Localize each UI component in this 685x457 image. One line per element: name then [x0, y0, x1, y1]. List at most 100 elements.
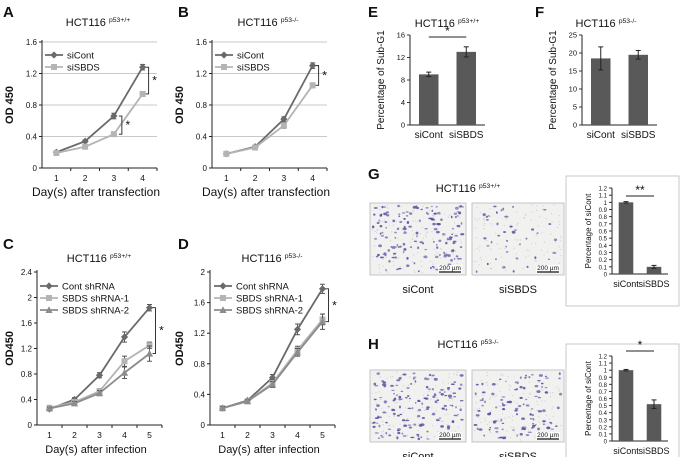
migration-g-membrane-pore — [543, 205, 545, 207]
chart-h-ytick-label: 1 — [604, 369, 608, 375]
migration-g-stained-cell — [435, 206, 438, 208]
migration-g-membrane-pore — [417, 252, 419, 254]
migration-g-membrane-pore — [400, 205, 402, 208]
migration-h-stained-cell — [408, 397, 411, 400]
migration-h-stained-cell — [502, 408, 506, 411]
chart-h-significance-label: * — [638, 338, 643, 352]
migration-h-membrane-pore — [498, 379, 500, 382]
chart-a-xtick-label: 4 — [140, 173, 145, 183]
chart-h-bar — [646, 404, 662, 441]
migration-h-membrane-pore — [389, 424, 391, 426]
migration-h-membrane-pore — [459, 405, 461, 408]
migration-g-stained-cell — [459, 246, 463, 248]
chart-c-legend-marker — [45, 282, 53, 290]
chart-e-panel-label: E — [368, 4, 378, 21]
migration-g-membrane-pore — [379, 209, 381, 211]
migration-h-membrane-pore — [536, 409, 538, 412]
chart-a-significance-label: * — [152, 74, 157, 88]
migration-g-membrane-pore — [524, 214, 526, 216]
migration-g-stained-cell — [397, 245, 401, 248]
migration-h-membrane-pore — [463, 386, 465, 388]
chart-e-title-superscript: p53+/+ — [458, 18, 479, 25]
migration-h-membrane-pore — [375, 402, 377, 405]
migration-h-membrane-pore — [512, 395, 514, 397]
migration-g-membrane-pore — [474, 217, 476, 219]
migration-g-stained-cell — [455, 255, 459, 258]
migration-g-stained-cell — [485, 219, 489, 221]
migration-h-stained-cell — [391, 408, 396, 412]
migration-h-membrane-pore — [442, 381, 444, 383]
migration-h-stained-cell — [436, 399, 440, 402]
migration-g-membrane-pore — [483, 217, 486, 219]
migration-h-membrane-pore — [489, 398, 491, 401]
migration-g-membrane-pore — [375, 232, 377, 234]
migration-h-membrane-pore — [478, 407, 481, 410]
migration-h-stained-cell — [459, 399, 464, 402]
chart-e-title: HCT116 p53+/+ — [415, 18, 479, 30]
migration-g-membrane-pore — [522, 267, 524, 270]
chart-e-category-label: siSBDS — [449, 130, 484, 141]
migration-h-stained-cell — [407, 407, 412, 410]
chart-d-legend-label: SBDS shRNA-1 — [236, 294, 303, 305]
migration-g-membrane-pore — [393, 264, 395, 266]
migration-g-membrane-pore — [547, 223, 549, 225]
migration-h-stained-cell — [449, 404, 452, 407]
migration-h-stained-cell — [501, 396, 506, 398]
migration-h-membrane-pore — [457, 371, 459, 373]
migration-g-stained-cell — [420, 208, 424, 211]
migration-h-stained-cell — [438, 417, 442, 419]
migration-g-stained-cell — [399, 220, 403, 224]
migration-h-stained-cell — [517, 404, 522, 408]
migration-h-membrane-pore — [388, 424, 390, 427]
migration-h-stained-cell — [373, 382, 377, 386]
migration-g-stained-cell — [391, 245, 396, 249]
migration-h-stained-cell — [546, 426, 551, 430]
migration-h-membrane-pore — [507, 376, 509, 378]
migration-h-stained-cell — [538, 374, 543, 377]
chart-b-title-superscript: p53-/- — [281, 17, 299, 24]
migration-h-stained-cell — [451, 420, 455, 424]
migration-h-membrane-pore — [552, 415, 554, 417]
migration-g-membrane-pore — [476, 206, 478, 209]
migration-h-membrane-pore — [386, 434, 388, 436]
migration-g-membrane-pore — [542, 208, 544, 210]
migration-g-membrane-pore — [560, 248, 562, 250]
chart-a-series-1-point — [139, 63, 147, 71]
migration-h-stained-cell — [443, 391, 446, 393]
migration-h-membrane-pore — [522, 392, 525, 395]
chart-h-ytick-label: 0.2 — [599, 425, 608, 431]
migration-h-stained-cell — [457, 413, 459, 416]
migration-h-stained-cell — [402, 435, 407, 437]
migration-g-stained-cell — [509, 225, 513, 228]
migration-h-stained-cell — [387, 406, 390, 408]
migration-g-stained-cell — [398, 213, 401, 215]
migration-h-stained-cell — [385, 431, 388, 435]
migration-h-membrane-pore — [424, 409, 426, 412]
chart-f-title-superscript: p53-/- — [619, 18, 637, 25]
migration-g-membrane-pore — [526, 249, 528, 251]
migration-g-membrane-pore — [379, 271, 381, 273]
migration-g-stained-cell — [531, 228, 535, 231]
migration-h-membrane-pore — [476, 408, 478, 410]
migration-g-membrane-pore — [414, 271, 416, 273]
migration-h-stained-cell — [427, 388, 432, 390]
migration-h-stained-cell — [451, 404, 454, 407]
migration-h-stained-cell — [425, 385, 429, 389]
migration-g-stained-cell — [425, 211, 428, 215]
migration-g-stained-cell — [379, 232, 382, 235]
migration-g-stained-cell — [511, 230, 516, 234]
migration-g-stained-cell — [428, 217, 433, 220]
migration-h-stained-cell — [558, 372, 561, 376]
migration-h-scale-bar-bg — [438, 432, 462, 440]
migration-h-membrane-pore — [538, 415, 540, 418]
migration-h-stained-cell — [453, 414, 458, 417]
migration-h-membrane-pore — [505, 435, 507, 437]
migration-g-stained-cell — [429, 266, 432, 270]
chart-c-xtick-label: 4 — [122, 430, 127, 440]
migration-g-stained-cell — [435, 230, 440, 234]
migration-g-membrane-pore — [429, 260, 432, 263]
chart-d-title-main: HCT116 — [242, 253, 285, 265]
migration-h-membrane-pore — [395, 435, 397, 437]
chart-c-y-axis-label: OD450 — [4, 331, 16, 366]
